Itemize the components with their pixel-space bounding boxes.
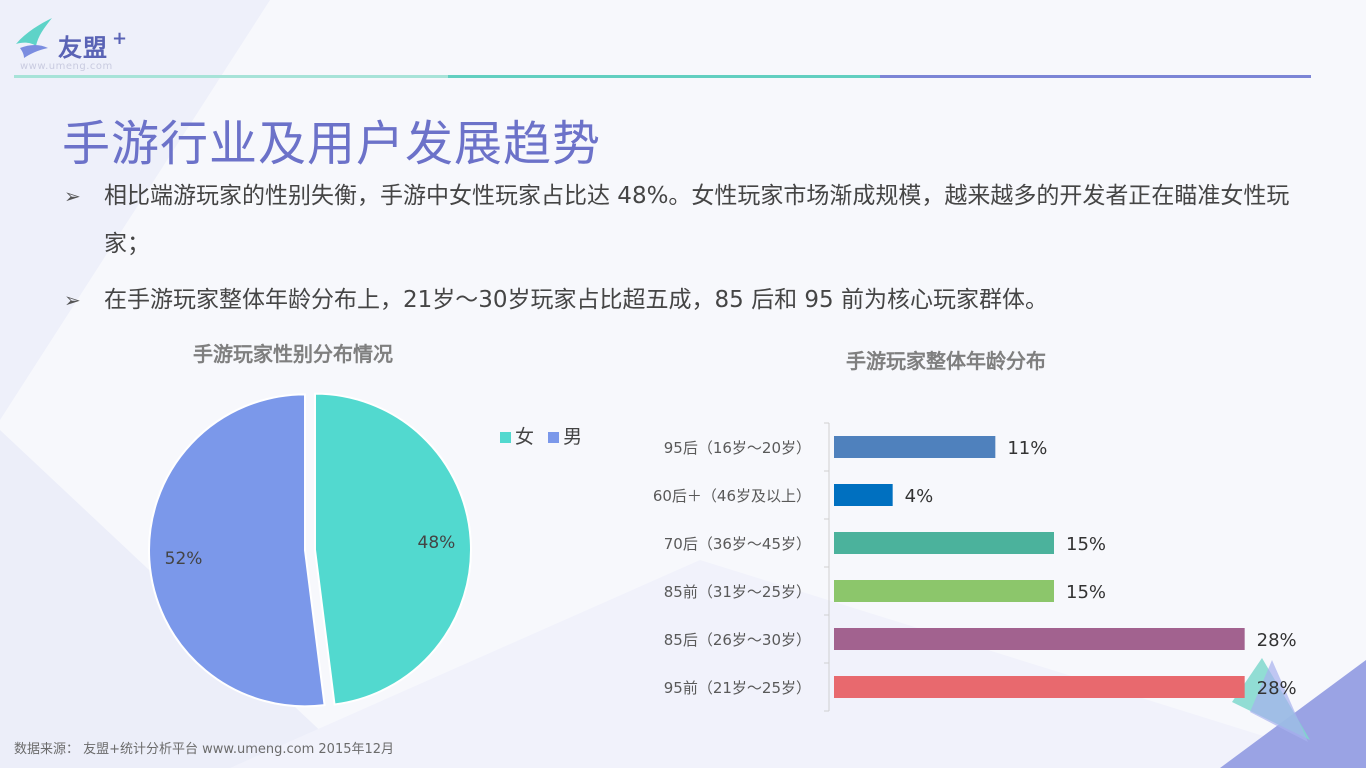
header-divider: [14, 75, 1311, 78]
bar-value-label: 15%: [1066, 582, 1106, 603]
bar-category-label: 70后（36岁～45岁）: [664, 535, 811, 553]
pie-slice-0: [313, 392, 472, 706]
logo: [14, 18, 154, 74]
data-source: 数据来源： 友盟+统计分析平台 www.umeng.com 2015年12月: [14, 742, 395, 757]
pie-legend: 女 男: [500, 422, 590, 449]
legend-item-female: 女: [500, 426, 534, 448]
logo-url: www.umeng.com: [20, 61, 113, 72]
logo-bird-icon: [16, 18, 52, 58]
bullet-list: ➢ 相比端游玩家的性别失衡，手游中女性玩家占比达 48%。女性玩家市场渐成规模，…: [62, 172, 1322, 324]
bar-category-label: 85前（31岁～25岁）: [664, 583, 811, 601]
logo-name: 友盟 +: [58, 28, 129, 62]
legend-label-male: 男: [563, 426, 583, 448]
legend-label-female: 女: [515, 426, 535, 448]
bullet-item: ➢ 在手游玩家整体年龄分布上，21岁～30岁玩家占比超五成，85 后和 95 前…: [62, 276, 1322, 324]
bar-value-label: 11%: [1007, 438, 1047, 459]
bar-category-label: 95后（16岁～20岁）: [664, 439, 811, 457]
gender-pie-chart: 48% 52%: [148, 392, 472, 708]
pie-chart-title: 手游玩家性别分布情况: [193, 342, 393, 366]
age-bar-chart: 95后（16岁～20岁） 11% 60后＋（46岁及以上） 4% 70后（36岁～45岁…: [653, 422, 1297, 712]
legend-item-male: 男: [548, 426, 582, 448]
pie-slice-1: [148, 393, 326, 708]
bar-mark: [834, 628, 1245, 650]
bar-value-label: 15%: [1066, 534, 1106, 555]
bar-value-label: 4%: [905, 486, 934, 507]
bar-value-label: 28%: [1257, 678, 1297, 699]
arrow-bullet-icon: ➢: [64, 288, 81, 312]
bullet-item: ➢ 相比端游玩家的性别失衡，手游中女性玩家占比达 48%。女性玩家市场渐成规模，…: [62, 172, 1322, 268]
page-title: 手游行业及用户发展趋势: [62, 116, 602, 172]
logo-plus: +: [112, 28, 129, 49]
bar-category-label: 85后（26岁～30岁）: [664, 631, 811, 649]
bar-chart-title: 手游玩家整体年龄分布: [846, 349, 1046, 373]
legend-swatch-male: [548, 432, 560, 443]
arrow-bullet-icon: ➢: [64, 184, 81, 208]
bar-mark: [834, 436, 996, 458]
bullet-text: 在手游玩家整体年龄分布上，21岁～30岁玩家占比超五成，85 后和 95 前为核…: [104, 287, 1048, 313]
bullet-text: 相比端游玩家的性别失衡，手游中女性玩家占比达 48%。女性玩家市场渐成规模，越来…: [104, 183, 1290, 257]
bar-category-label: 95前（21岁～25岁）: [664, 679, 811, 697]
bar-value-label: 28%: [1257, 630, 1297, 651]
bar-mark: [834, 532, 1054, 554]
bar-category-label: 60后＋（46岁及以上）: [653, 487, 811, 505]
bar-mark: [834, 580, 1054, 602]
bar-mark: [834, 484, 893, 506]
bar-mark: [834, 676, 1245, 698]
pie-label-1: 52%: [165, 549, 203, 569]
pie-label-0: 48%: [418, 533, 456, 553]
legend-swatch-female: [500, 432, 511, 443]
